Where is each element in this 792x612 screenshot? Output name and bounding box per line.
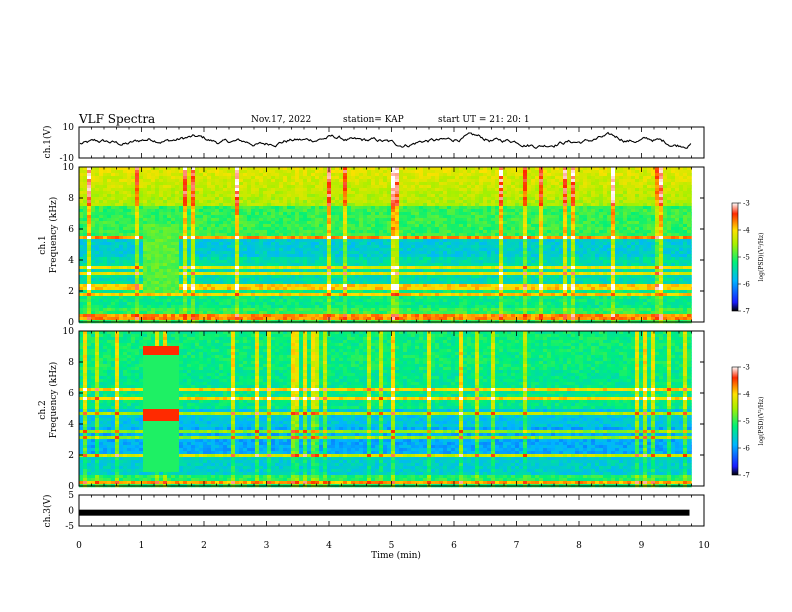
spec-ytick-label: 8 — [68, 358, 74, 368]
ch2-spectrogram — [79, 331, 692, 488]
ch3-ytick-label: 5 — [68, 491, 74, 501]
colorbar-tick-label: -7 — [743, 308, 750, 316]
ch3-ytick-label: 0 — [68, 507, 74, 517]
x-ticks — [78, 127, 705, 526]
spec-ytick-label: 0 — [68, 318, 74, 328]
colorbar-tick-label: -6 — [743, 445, 750, 453]
ch1-colorbar-ticks: -3 -4 -5 -6 -7 — [738, 200, 750, 316]
figure-title: VLF Spectra — [78, 112, 155, 126]
ch1-ytick-label: 10 — [63, 123, 75, 133]
spec-ytick-label: 6 — [68, 225, 74, 235]
colorbar-tick-label: -6 — [743, 281, 750, 289]
colorbar-tick-label: -4 — [743, 227, 750, 235]
x-tick-labels: 0 1 2 3 4 5 6 7 8 9 10 — [76, 541, 710, 551]
colorbar-tick-label: -3 — [743, 200, 750, 208]
ch1-trace — [79, 131, 692, 150]
ch3-ylabel: ch.3(V) — [42, 495, 53, 528]
ch1-spectrogram — [79, 167, 692, 324]
x-tick-label: 4 — [326, 541, 332, 551]
x-tick-label: 3 — [264, 541, 270, 551]
colorbar-tick-label: -3 — [743, 364, 750, 372]
ch1-colorbar-label: log(PSD)(V²/Hz) — [758, 233, 765, 282]
ch1-spec-yticks: 0 2 4 6 8 10 — [63, 163, 704, 328]
x-tick-label: 10 — [698, 541, 710, 551]
ch2-colorbar-ticks: -3 -4 -5 -6 -7 — [738, 364, 750, 480]
ch2-spec-ylabel-freq: Frequency (kHz) — [48, 362, 59, 439]
ch1-ytick-label: -10 — [60, 154, 75, 164]
colorbar-tick-label: -7 — [743, 472, 750, 480]
ch3-yticks: 5 0 -5 — [65, 491, 83, 532]
ch2-spec-ylabel-ch: ch.2 — [38, 400, 48, 419]
ch1-colorbar — [731, 202, 739, 312]
x-tick-label: 1 — [139, 541, 145, 551]
x-tick-label: 5 — [389, 541, 395, 551]
spec-ytick-label: 2 — [68, 451, 74, 461]
ch1-spec-ylabel-ch: ch.1 — [38, 235, 48, 254]
x-tick-label: 7 — [514, 541, 520, 551]
ch2-colorbar — [731, 366, 739, 476]
spec-ytick-label: 4 — [68, 420, 74, 430]
x-tick-label: 9 — [639, 541, 645, 551]
ch1-yticks: 10 -10 — [60, 123, 83, 164]
x-tick-label: 0 — [76, 541, 82, 551]
spec-ytick-label: 2 — [68, 287, 74, 297]
x-tick-label: 2 — [201, 541, 207, 551]
x-axis-label: Time (min) — [371, 550, 421, 561]
colorbar-tick-label: -5 — [743, 418, 750, 426]
start-time-label: start UT = 21: 20: 1 — [438, 115, 530, 125]
colorbar-tick-label: -5 — [743, 254, 750, 262]
date-label: Nov.17, 2022 — [251, 115, 311, 125]
x-tick-label: 6 — [451, 541, 457, 551]
ch1-spec-ylabel-freq: Frequency (kHz) — [48, 197, 59, 274]
spec-ytick-label: 4 — [68, 256, 74, 266]
x-tick-label: 8 — [576, 541, 582, 551]
spec-ytick-label: 8 — [68, 194, 74, 204]
spec-ytick-label: 10 — [63, 163, 75, 173]
spec-ytick-label: 6 — [68, 389, 74, 399]
ch1-ylabel: ch.1(V) — [42, 126, 53, 159]
station-label: station= KAP — [343, 115, 404, 125]
spec-ytick-label: 0 — [68, 482, 74, 492]
ch3-ytick-label: -5 — [65, 522, 74, 532]
ch2-spec-yticks: 0 2 4 6 8 10 — [63, 327, 704, 492]
ch3-level-bar — [79, 509, 690, 516]
colorbar-tick-label: -4 — [743, 391, 750, 399]
spec-ytick-label: 10 — [63, 327, 75, 337]
ch2-colorbar-label: log(PSD)(V²/Hz) — [758, 397, 765, 446]
